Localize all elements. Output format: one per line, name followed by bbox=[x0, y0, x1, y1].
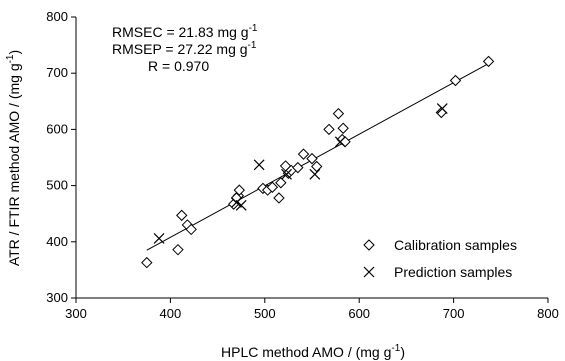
calibration-point bbox=[337, 122, 349, 134]
calibration-point bbox=[323, 123, 335, 136]
y-axis-label: ATR / FTIR method AMO / (mg g-1) bbox=[5, 50, 22, 266]
statistics-annotation: RMSEC = 21.83 mg g-1 RMSEP = 27.22 mg g-… bbox=[112, 23, 258, 74]
calibration-point bbox=[306, 152, 318, 165]
calibration-point bbox=[273, 192, 285, 204]
y-tick-label: 500 bbox=[46, 178, 68, 193]
prediction-point bbox=[436, 103, 448, 115]
legend-label-prediction: Prediction samples bbox=[394, 264, 512, 280]
y-tick-label: 400 bbox=[46, 234, 68, 249]
regression-line-group bbox=[146, 62, 490, 251]
x-tick-label: 300 bbox=[65, 306, 87, 321]
x-tick-label: 700 bbox=[443, 306, 465, 321]
r-annotation: R = 0.970 bbox=[148, 58, 209, 74]
y-tick-label: 700 bbox=[46, 65, 68, 80]
rmsep-annotation: RMSEP = 27.22 mg g-1 bbox=[112, 40, 257, 57]
calibration-point bbox=[266, 181, 279, 193]
plot-axes bbox=[75, 17, 548, 299]
regression-line bbox=[146, 62, 490, 251]
x-tick-label: 600 bbox=[348, 306, 370, 321]
y-tick-label: 300 bbox=[46, 290, 68, 305]
axis-ticks: 300 400 500 600 700 800 300 400 500 600 700 800 bbox=[46, 9, 559, 321]
x-tick-label: 800 bbox=[537, 306, 559, 321]
y-tick-label: 800 bbox=[46, 9, 68, 24]
calibration-point bbox=[185, 223, 197, 236]
x-tick-label: 500 bbox=[254, 306, 276, 321]
calibration-point bbox=[141, 256, 153, 269]
prediction-point bbox=[281, 168, 292, 180]
prediction-point bbox=[235, 199, 247, 211]
prediction-point bbox=[153, 233, 165, 244]
legend-x-marker bbox=[363, 266, 375, 278]
calibration-point bbox=[172, 243, 184, 256]
prediction-point bbox=[253, 159, 265, 171]
calibration-point bbox=[275, 177, 287, 189]
y-tick-label: 600 bbox=[46, 121, 68, 136]
calibration-point bbox=[449, 74, 462, 87]
prediction-point bbox=[231, 197, 242, 208]
calibration-point bbox=[176, 209, 188, 222]
calibration-point bbox=[292, 161, 304, 174]
calibration-point bbox=[297, 148, 310, 160]
calibration-point bbox=[311, 160, 323, 173]
x-tick-label: 400 bbox=[160, 306, 182, 321]
rmsec-annotation: RMSEC = 21.83 mg g-1 bbox=[112, 23, 258, 40]
legend-diamond-marker bbox=[363, 239, 375, 251]
chart-legend: Calibration samples Prediction samples bbox=[363, 237, 517, 280]
prediction-point bbox=[334, 136, 346, 148]
prediction-point bbox=[309, 168, 321, 180]
data-points bbox=[141, 55, 495, 269]
x-axis-label: HPLC method AMO / (mg g-1) bbox=[221, 343, 405, 360]
calibration-point bbox=[332, 107, 345, 120]
calibration-point bbox=[482, 55, 495, 68]
legend-label-calibration: Calibration samples bbox=[394, 237, 517, 253]
